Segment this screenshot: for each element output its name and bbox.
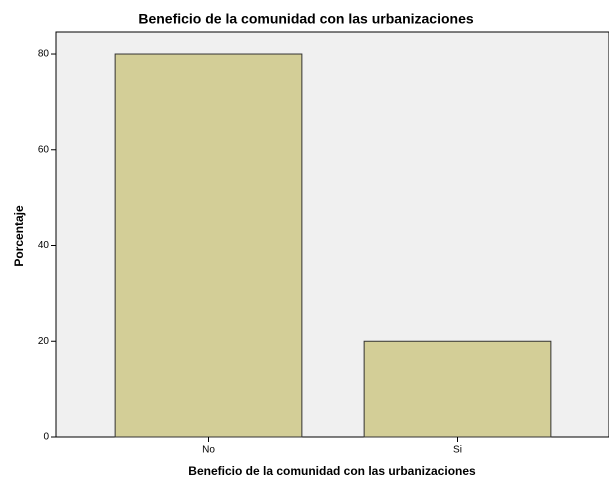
x-axis-label: Beneficio de la comunidad con las urbani… bbox=[188, 464, 476, 478]
chart-title: Beneficio de la comunidad con las urbani… bbox=[138, 11, 474, 27]
y-tick-label: 80 bbox=[38, 49, 50, 60]
bar bbox=[363, 340, 552, 438]
y-axis-label: Porcentaje bbox=[12, 205, 26, 267]
y-tick-label: 60 bbox=[38, 144, 50, 155]
x-tick-label: Si bbox=[453, 445, 462, 456]
bar bbox=[114, 53, 303, 438]
y-tick-label: 0 bbox=[43, 432, 49, 443]
y-tick-label: 40 bbox=[38, 240, 50, 251]
y-tick-label: 20 bbox=[38, 336, 50, 347]
x-tick-label: No bbox=[202, 445, 215, 456]
